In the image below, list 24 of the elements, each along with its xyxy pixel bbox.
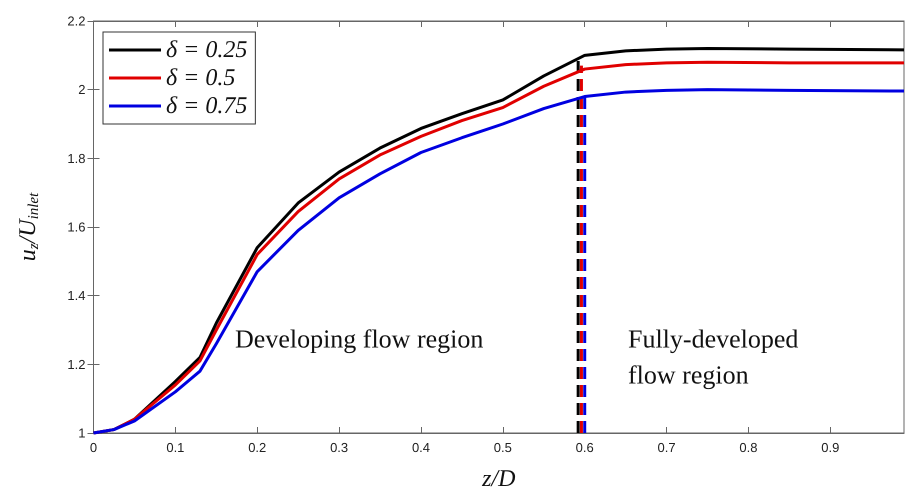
x-axis-title: z/D bbox=[481, 466, 516, 492]
x-tick-label: 0.1 bbox=[166, 440, 184, 455]
legend-label: δ = 0.5 bbox=[166, 65, 236, 91]
annotation: Developing flow region bbox=[235, 324, 484, 354]
x-tick-label: 0.2 bbox=[248, 440, 266, 455]
y-tick-label: 2 bbox=[78, 82, 86, 98]
x-tick-label: 0.4 bbox=[412, 440, 430, 455]
y-tick-label: 1.2 bbox=[67, 356, 86, 372]
x-tick-label: 0.5 bbox=[494, 440, 512, 455]
y-axis-title: uz/Uinlet bbox=[15, 192, 42, 262]
x-tick-label: 0.7 bbox=[658, 440, 676, 455]
legend-label: δ = 0.25 bbox=[166, 37, 248, 63]
x-tick-label: 0.9 bbox=[821, 440, 840, 455]
y-tick-label: 1.8 bbox=[67, 150, 86, 166]
x-tick-label: 0.6 bbox=[576, 440, 594, 455]
y-tick-label: 1.6 bbox=[67, 220, 86, 234]
x-tick-label: 0.3 bbox=[330, 440, 348, 455]
x-tick-label: 0 bbox=[90, 440, 98, 455]
y-tick-label: 1 bbox=[78, 426, 86, 440]
legend-label: δ = 0.75 bbox=[166, 93, 248, 119]
annotation: Fully-developed flow region bbox=[628, 324, 798, 390]
x-tick-label: 0.8 bbox=[739, 440, 758, 455]
y-tick-label: 1.4 bbox=[67, 288, 86, 304]
y-tick-label: 2.2 bbox=[67, 14, 86, 28]
